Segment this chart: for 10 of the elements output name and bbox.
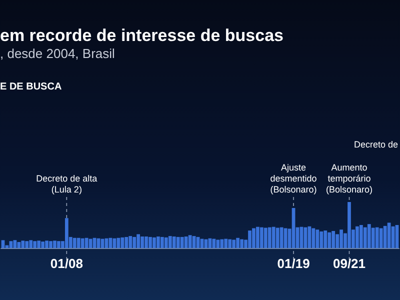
x-tick-label: 01/19 <box>277 256 310 271</box>
ref-line-label: Ajuste desmentido (Bolsonaro) <box>270 162 317 194</box>
x-tick-label: 01/08 <box>50 256 83 271</box>
ref-line-label: Aumento temporário (Bolsonaro) <box>326 162 373 194</box>
ref-line-label: Decreto de alta (Lula 2) <box>36 174 98 194</box>
text: E DE BUSCA <box>0 82 62 92</box>
chart-title: em recorde de interesse de buscas <box>0 26 284 45</box>
chart-subtitle: , desde 2004, Brasil <box>0 46 116 61</box>
x-tick-label: 09/21 <box>332 256 366 271</box>
text: Decreto de <box>354 140 398 150</box>
